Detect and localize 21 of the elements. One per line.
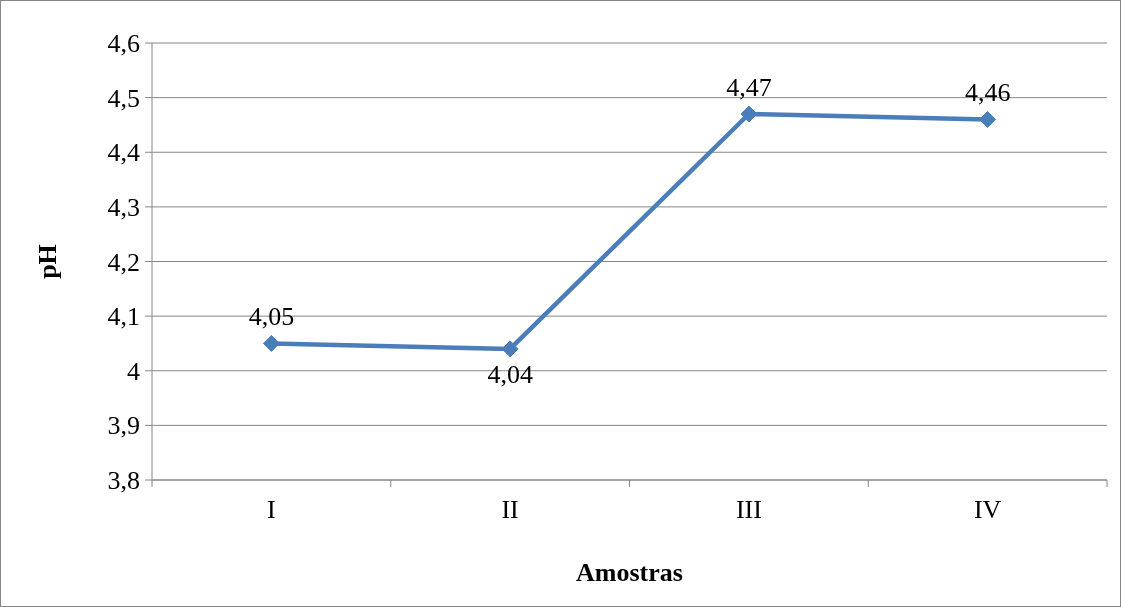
y-tick-label: 4,2 — [107, 247, 140, 277]
x-tick-label: III — [735, 495, 762, 524]
x-tick-label: II — [501, 495, 519, 524]
point — [262, 334, 280, 352]
y-tick-label: 4,6 — [107, 29, 140, 59]
y-tick-label: 4,1 — [107, 302, 140, 332]
y-tick-label: 4,3 — [107, 192, 140, 222]
data-label: 4,05 — [248, 302, 295, 332]
y-tick-label: 4 — [127, 356, 140, 386]
y-axis-title: pH — [33, 244, 62, 279]
point — [979, 110, 997, 128]
data-label: 4,47 — [726, 73, 772, 103]
y-tick-label: 4,4 — [107, 138, 140, 168]
y-tick-label: 3,8 — [107, 466, 140, 496]
x-tick-label: IV — [973, 495, 1002, 524]
data-label: 4,04 — [487, 359, 533, 389]
data-label: 4,46 — [964, 78, 1011, 108]
y-tick-label: 4,5 — [107, 83, 140, 113]
x-tick-label: I — [267, 495, 276, 524]
x-axis-title: Amostras — [576, 558, 683, 587]
y-tick-label: 3,9 — [107, 411, 140, 441]
